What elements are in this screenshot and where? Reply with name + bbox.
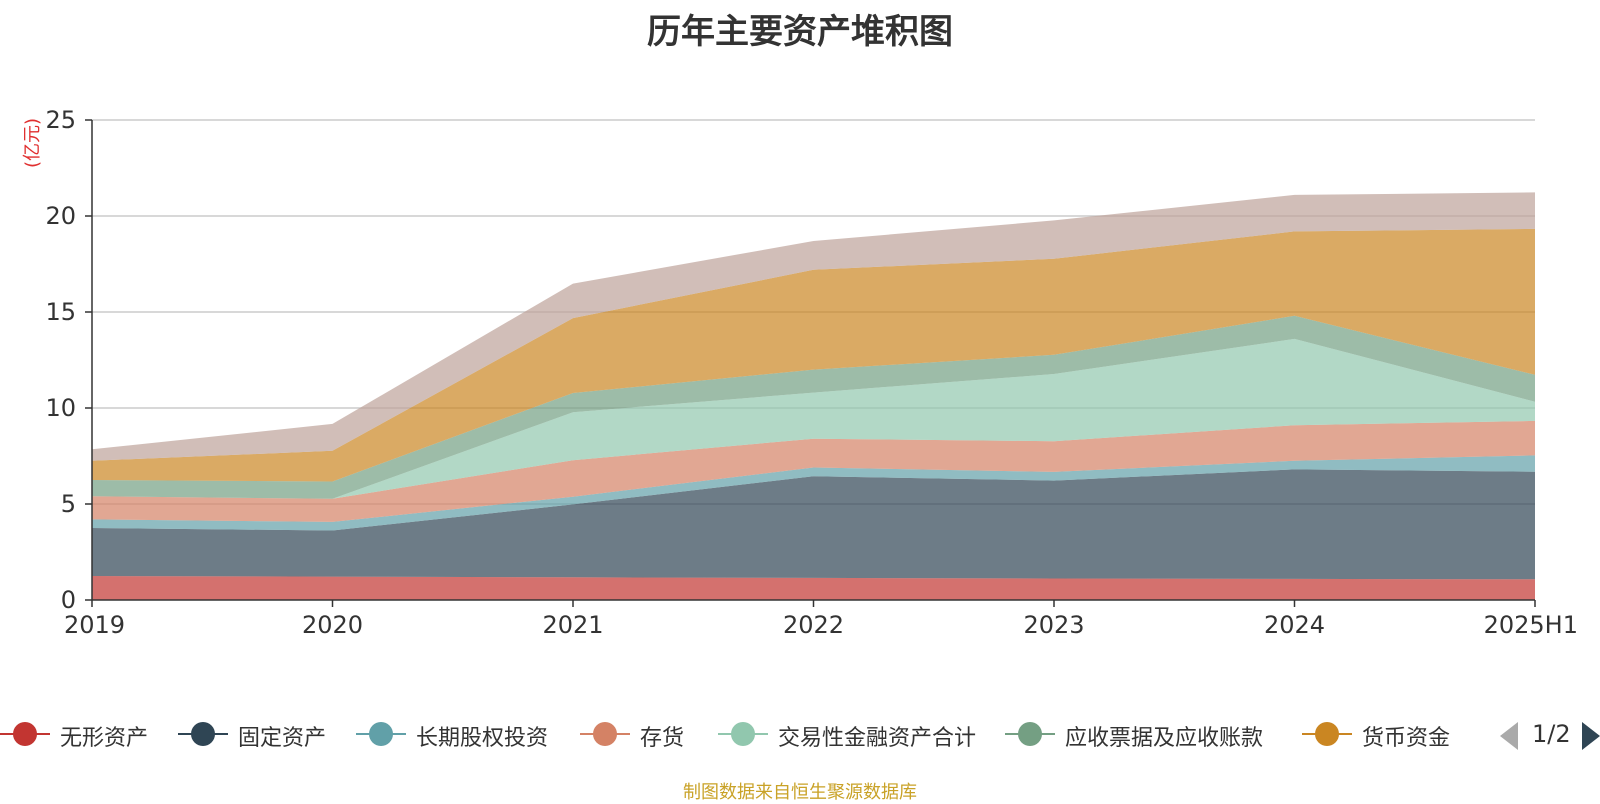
legend-dot-icon [13, 722, 37, 746]
x-tick-label-1: 2020 [302, 611, 363, 639]
legend-next-page-icon[interactable] [1582, 722, 1600, 750]
legend-label: 固定资产 [238, 726, 327, 751]
y-tick-label-1: 5 [61, 490, 76, 518]
legend: 无形资产 固定资产 长期股权投资 存货 交易性金融资产合计 应收票据及应收账款 货币资金 [0, 714, 1600, 754]
legend-dot-icon [731, 722, 755, 746]
legend-label: 无形资产 [60, 726, 149, 751]
chart-title: 历年主要资产堆积图 [647, 12, 953, 52]
stacked-areas [92, 192, 1535, 600]
legend-label: 存货 [640, 726, 685, 751]
area-series-5[interactable] [92, 315, 1535, 499]
legend-label: 货币资金 [1362, 726, 1451, 751]
legend-pager: 1/2 [1500, 718, 1600, 754]
x-tick-label-5: 2024 [1264, 611, 1325, 639]
area-series-6[interactable] [92, 228, 1535, 482]
y-tick-label-4: 20 [45, 202, 76, 230]
x-tick-label-0: 2019 [64, 611, 125, 639]
legend-label: 应收票据及应收账款 [1065, 726, 1264, 751]
legend-dot-icon [593, 722, 617, 746]
legend-label: 交易性金融资产合计 [778, 726, 977, 751]
y-tick-label-5: 25 [45, 106, 76, 134]
x-tick-label-6: 2025H1 [1484, 611, 1578, 639]
x-tick-label-4: 2023 [1023, 611, 1084, 639]
legend-page-indicator: 1/2 [1532, 720, 1571, 748]
source-note: 制图数据来自恒生聚源数据库 [683, 782, 917, 803]
axes: 0 5 10 15 20 25 2019 2020 2021 2022 2023 2024 2025H1 [45, 106, 1578, 639]
legend-label: 长期股权投资 [416, 726, 549, 751]
legend-dot-icon [1315, 722, 1339, 746]
y-tick-label-0: 0 [61, 586, 76, 614]
area-series-2[interactable] [92, 455, 1535, 531]
y-tick-label-3: 15 [45, 298, 76, 326]
legend-dot-icon [369, 722, 393, 746]
area-series-1[interactable] [92, 469, 1535, 580]
legend-prev-page-icon[interactable] [1500, 722, 1518, 750]
area-series-7[interactable] [92, 192, 1535, 461]
y-tick-label-2: 10 [45, 394, 76, 422]
area-series-3[interactable] [92, 420, 1535, 522]
area-series-0[interactable] [92, 576, 1535, 600]
x-tick-label-2: 2021 [542, 611, 603, 639]
y-axis-unit-label: (亿元) [22, 118, 43, 168]
legend-dot-icon [191, 722, 215, 746]
area-series-4[interactable] [92, 338, 1535, 499]
legend-dot-icon [1018, 722, 1042, 746]
x-tick-label-3: 2022 [783, 611, 844, 639]
